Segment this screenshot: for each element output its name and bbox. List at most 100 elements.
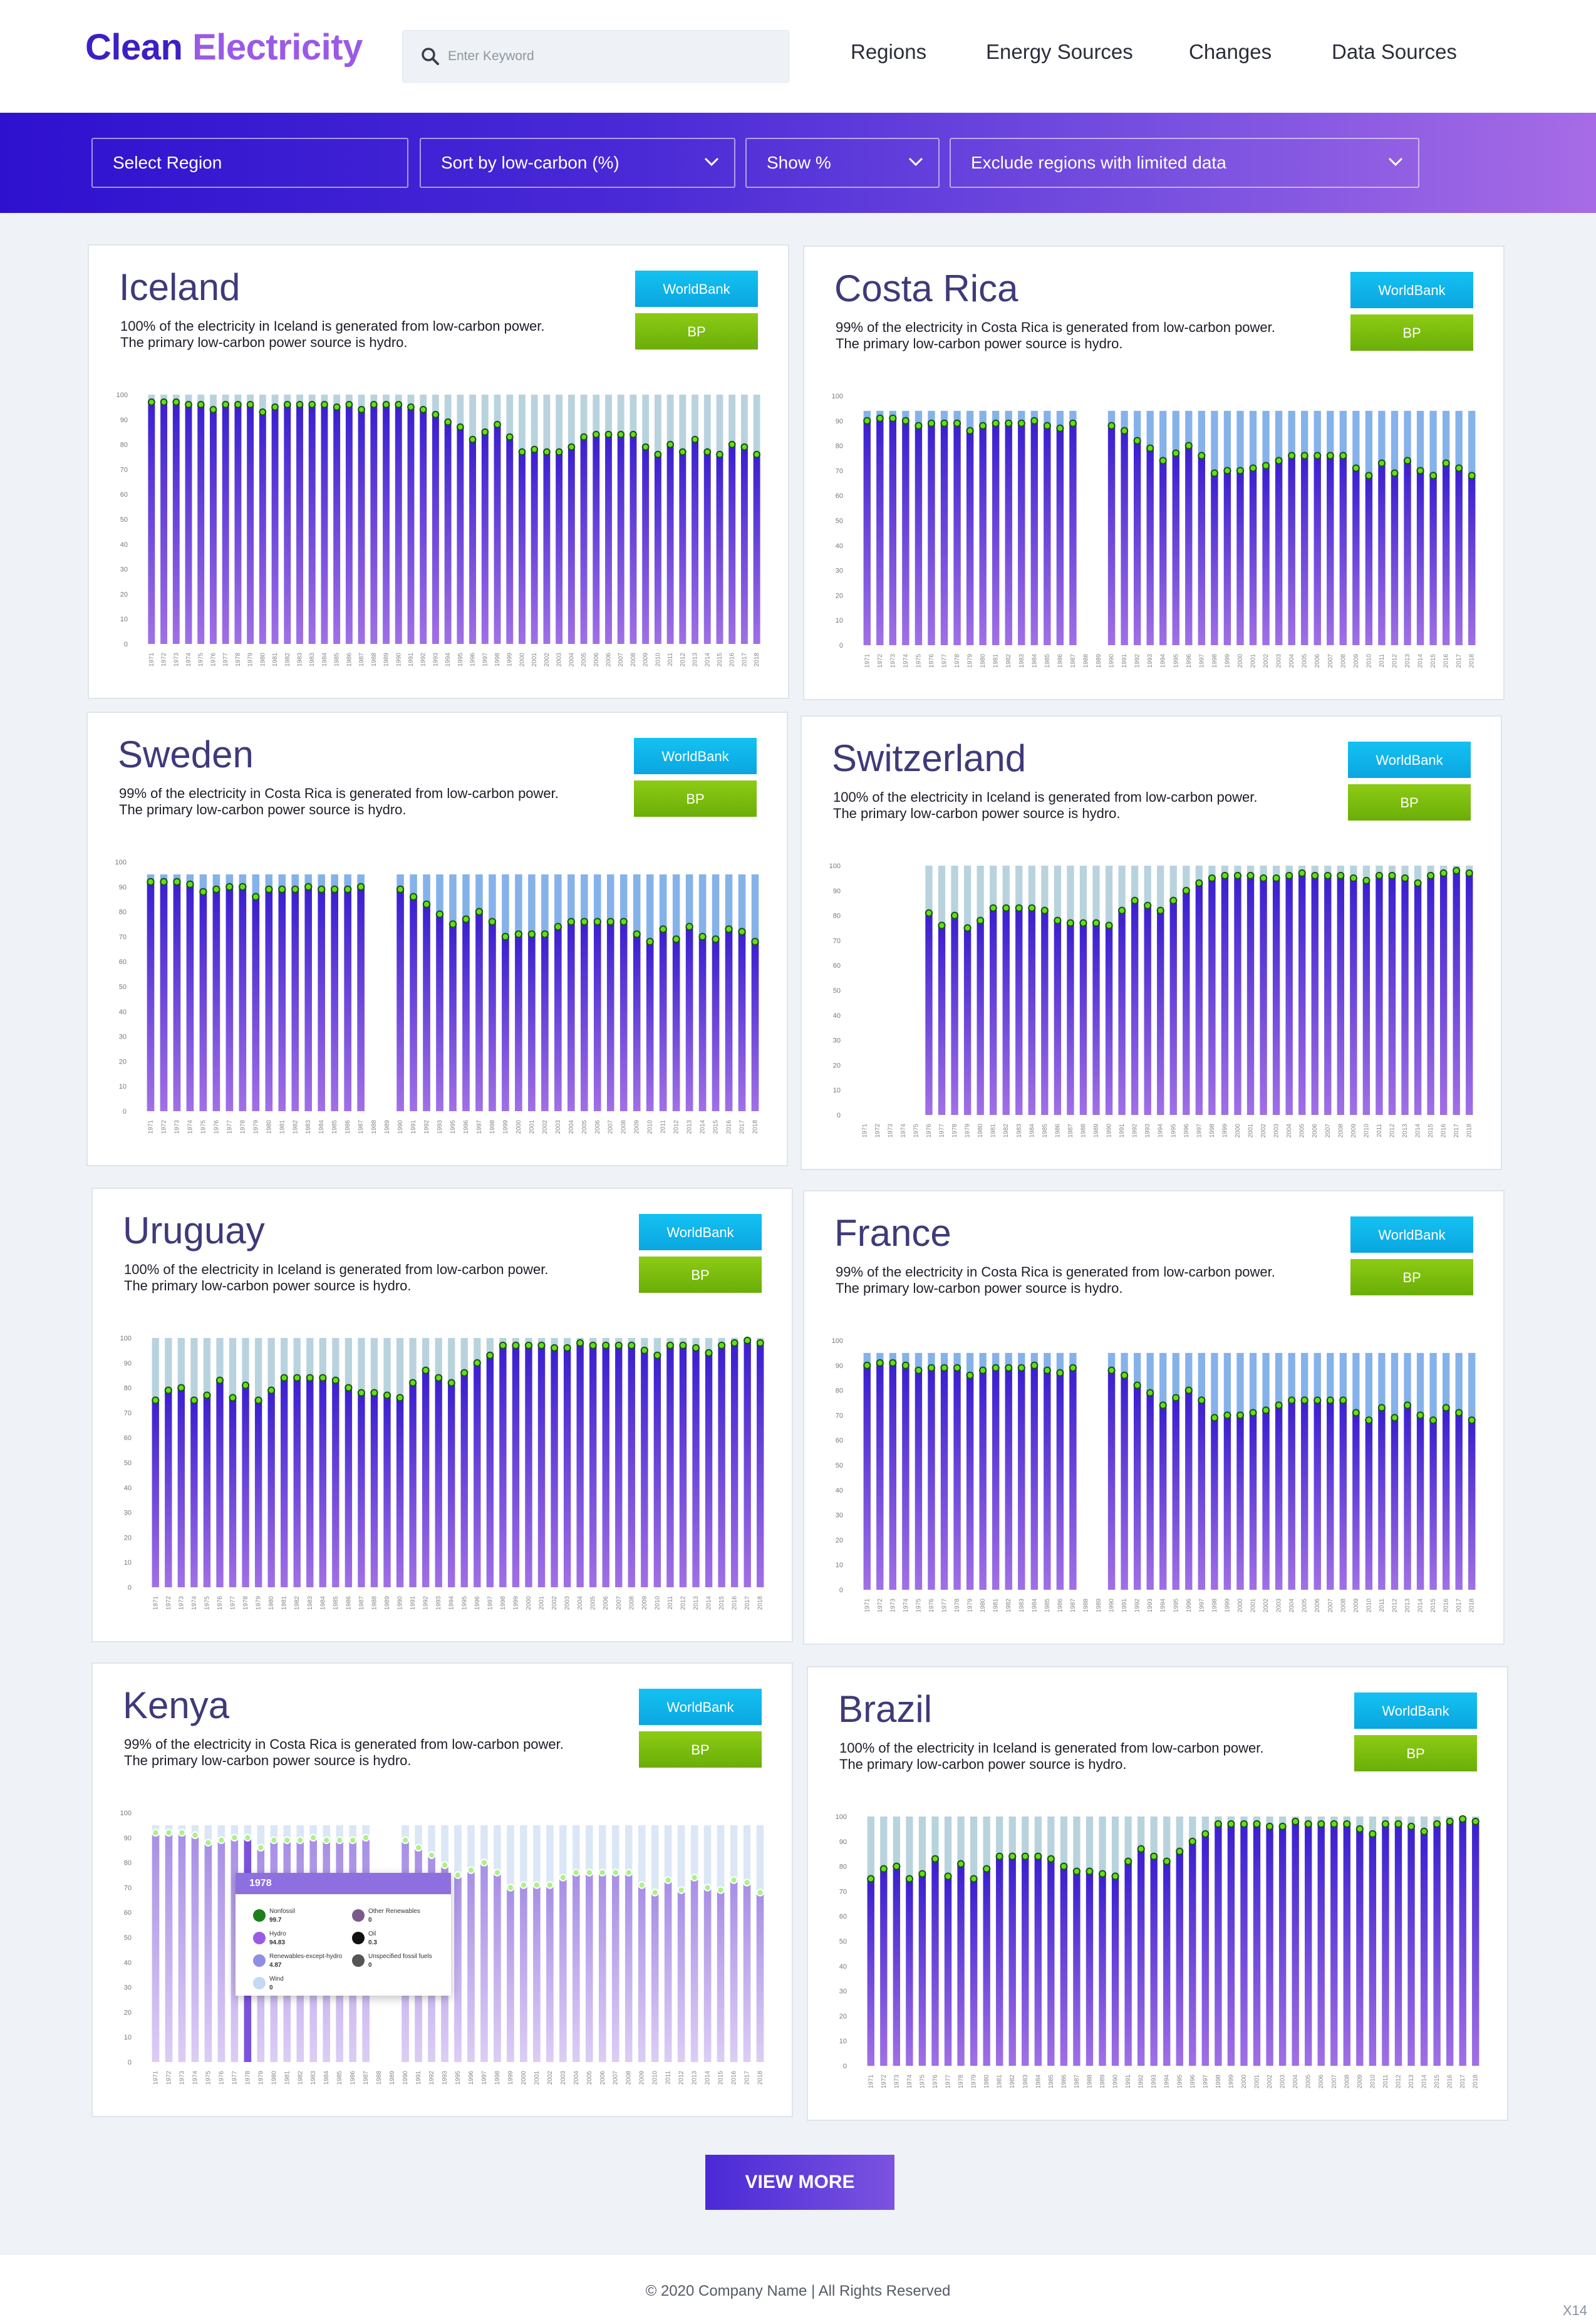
bar-low-carbon[interactable] [481, 432, 489, 644]
data-point[interactable] [1442, 1404, 1450, 1412]
bar-low-carbon[interactable] [469, 439, 477, 644]
data-point[interactable] [212, 885, 220, 893]
bar-low-carbon[interactable] [751, 941, 759, 1111]
bar-low-carbon[interactable] [1163, 1861, 1171, 2066]
data-point[interactable] [447, 1379, 455, 1387]
bar-low-carbon[interactable] [177, 1387, 185, 1587]
data-point[interactable] [927, 1364, 936, 1372]
data-point[interactable] [209, 405, 217, 413]
bar-low-carbon[interactable] [1092, 923, 1100, 1115]
data-point[interactable] [1079, 919, 1087, 927]
data-point[interactable] [572, 1868, 581, 1877]
bar-low-carbon[interactable] [1343, 1823, 1350, 2066]
data-point[interactable] [1362, 876, 1371, 884]
bar-low-carbon[interactable] [1144, 905, 1151, 1115]
data-point[interactable] [1107, 422, 1116, 430]
data-point[interactable] [1060, 1862, 1068, 1870]
bar-low-carbon[interactable] [953, 423, 961, 645]
data-point[interactable] [1069, 419, 1077, 427]
data-point[interactable] [1272, 874, 1280, 882]
data-point[interactable] [435, 910, 444, 918]
data-point[interactable] [1118, 906, 1126, 915]
bar-low-carbon[interactable] [1069, 1367, 1077, 1590]
bar-low-carbon[interactable] [692, 1347, 700, 1587]
data-point[interactable] [1330, 1820, 1338, 1828]
bar-low-carbon[interactable] [486, 1355, 494, 1587]
data-point[interactable] [186, 880, 194, 889]
data-point[interactable] [690, 1874, 698, 1882]
bar-low-carbon[interactable] [1455, 468, 1463, 645]
data-point[interactable] [1326, 452, 1334, 460]
data-point[interactable] [1246, 871, 1255, 880]
data-point[interactable] [617, 430, 625, 438]
bar-low-carbon[interactable] [259, 412, 266, 644]
data-point[interactable] [265, 885, 273, 893]
bar-low-carbon[interactable] [444, 422, 452, 644]
bar-low-carbon[interactable] [977, 920, 984, 1115]
data-point[interactable] [1210, 469, 1218, 477]
data-point[interactable] [624, 1868, 633, 1877]
data-point[interactable] [1253, 1820, 1261, 1828]
bar-low-carbon[interactable] [876, 418, 884, 645]
bar-low-carbon[interactable] [1189, 1841, 1196, 2066]
bar-low-carbon[interactable] [889, 1362, 897, 1590]
data-point[interactable] [152, 1828, 160, 1837]
data-point[interactable] [356, 883, 365, 891]
bar-low-carbon[interactable] [525, 1345, 532, 1587]
bar-low-carbon[interactable] [173, 881, 181, 1111]
bar-low-carbon[interactable] [1124, 1861, 1132, 2066]
data-point[interactable] [546, 1881, 554, 1889]
bar-low-carbon[interactable] [730, 1880, 738, 2062]
data-point[interactable] [234, 401, 242, 408]
data-point[interactable] [1314, 1396, 1322, 1404]
bar-low-carbon[interactable] [1176, 1851, 1183, 2066]
data-point[interactable] [593, 918, 601, 926]
bar-low-carbon[interactable] [743, 1882, 751, 2062]
data-point[interactable] [1201, 1830, 1210, 1838]
data-point[interactable] [970, 1875, 978, 1883]
logo[interactable]: Clean Electricity [85, 26, 363, 68]
bar-low-carbon[interactable] [1414, 883, 1422, 1115]
bar-low-carbon[interactable] [160, 881, 168, 1111]
bar-low-carbon[interactable] [1028, 908, 1035, 1115]
data-point[interactable] [422, 900, 431, 908]
data-point[interactable] [1107, 1366, 1116, 1374]
data-point[interactable] [691, 435, 699, 443]
data-point[interactable] [753, 450, 761, 459]
data-point[interactable] [651, 1889, 659, 1897]
bar-low-carbon[interactable] [944, 1876, 952, 2066]
data-point[interactable] [283, 401, 291, 408]
data-point[interactable] [323, 1836, 331, 1844]
data-point[interactable] [983, 1865, 991, 1873]
data-point[interactable] [217, 1836, 225, 1844]
bar-low-carbon[interactable] [222, 404, 229, 644]
data-point[interactable] [1265, 1822, 1274, 1831]
bar-low-carbon[interactable] [296, 404, 303, 644]
bar-low-carbon[interactable] [1262, 1410, 1270, 1590]
bar-low-carbon[interactable] [1146, 448, 1154, 645]
bar-low-carbon[interactable] [423, 904, 430, 1111]
data-point[interactable] [382, 401, 390, 408]
bar-low-carbon[interactable] [586, 1872, 593, 2062]
bar-low-carbon[interactable] [191, 1835, 199, 2062]
bar-low-carbon[interactable] [979, 1370, 987, 1590]
bar-low-carbon[interactable] [396, 889, 404, 1111]
data-point[interactable] [1388, 871, 1396, 880]
data-point[interactable] [257, 1843, 265, 1852]
data-point[interactable] [640, 1346, 648, 1354]
data-point[interactable] [469, 435, 477, 443]
bar-low-carbon[interactable] [474, 1362, 481, 1587]
data-point[interactable] [1021, 1852, 1029, 1860]
bar-low-carbon[interactable] [653, 1355, 661, 1587]
data-point[interactable] [580, 433, 588, 441]
bar-low-carbon[interactable] [1172, 453, 1179, 645]
bar-low-carbon[interactable] [357, 886, 365, 1111]
bar-low-carbon[interactable] [1172, 1397, 1179, 1590]
bar-low-carbon[interactable] [345, 404, 353, 644]
data-point[interactable] [225, 883, 234, 891]
bar-low-carbon[interactable] [718, 1345, 725, 1587]
worldbank-button[interactable]: WorldBank [635, 271, 758, 307]
data-point[interactable] [1375, 871, 1384, 880]
data-point[interactable] [678, 448, 687, 456]
bar-low-carbon[interactable] [1159, 460, 1167, 645]
